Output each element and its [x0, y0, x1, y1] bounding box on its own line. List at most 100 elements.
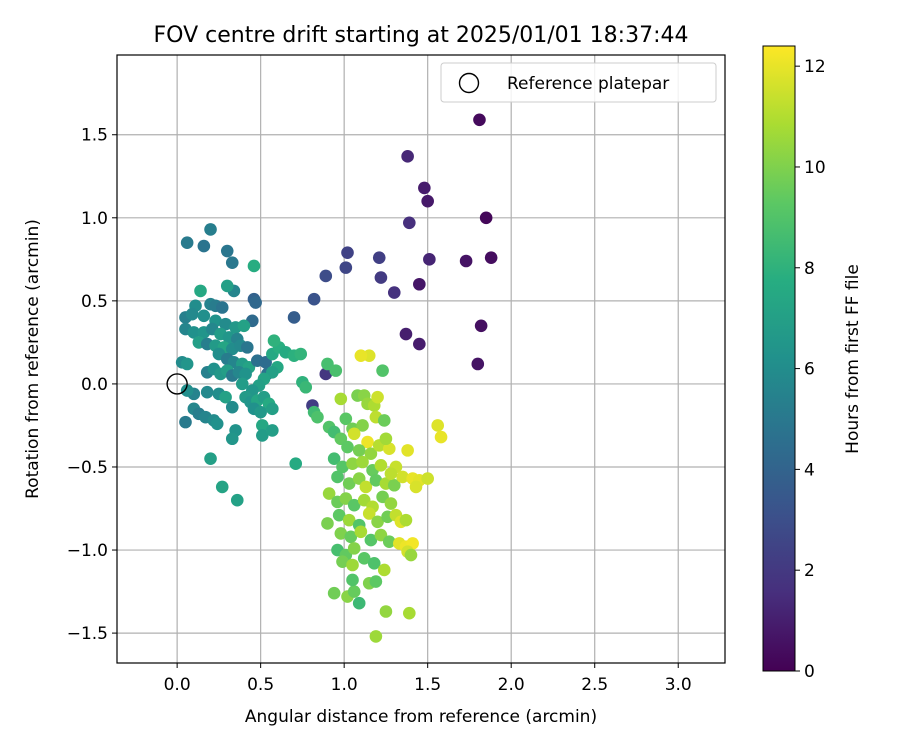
data-point — [357, 552, 371, 565]
data-point — [204, 223, 217, 236]
data-point — [220, 244, 234, 258]
y-axis-ticks: −1.5 −1.0 −0.5 0.0 0.5 1.0 1.5 — [67, 126, 117, 644]
data-point — [403, 216, 416, 230]
data-point — [346, 558, 359, 572]
data-point — [396, 470, 409, 484]
data-point — [371, 390, 384, 404]
colorbar-label: Hours from first FF file — [843, 264, 863, 454]
x-tick-label: 0.0 — [164, 675, 191, 695]
legend-reference-marker — [458, 72, 480, 94]
data-point — [401, 150, 414, 163]
y-tick-label: −0.5 — [67, 458, 108, 478]
data-point — [354, 525, 368, 539]
data-point — [197, 239, 211, 253]
data-point — [294, 347, 308, 361]
data-point — [372, 251, 386, 264]
data-point — [376, 364, 389, 377]
data-point — [413, 277, 426, 291]
data-point — [179, 415, 192, 429]
data-point — [413, 337, 426, 351]
data-point — [185, 307, 199, 321]
data-point — [354, 349, 368, 362]
data-point — [339, 261, 353, 274]
y-tick-label: −1.5 — [67, 624, 108, 644]
data-point — [364, 447, 378, 460]
data-point — [287, 311, 301, 324]
x-axis-ticks: 0.0 0.5 1.0 1.5 2.0 2.5 3.0 — [164, 663, 692, 695]
data-point — [377, 414, 391, 427]
y-tick-label: 1.0 — [81, 209, 108, 229]
data-point — [347, 542, 361, 555]
data-point — [339, 412, 353, 426]
data-point — [331, 470, 344, 484]
data-point — [359, 480, 373, 494]
data-point — [382, 535, 396, 549]
data-point — [299, 380, 313, 394]
data-point — [347, 498, 361, 512]
data-point — [240, 341, 254, 354]
data-point — [327, 452, 341, 465]
data-point — [319, 269, 333, 283]
data-point — [403, 606, 416, 620]
data-point — [352, 444, 366, 457]
data-point — [399, 327, 413, 341]
x-tick-label: 1.0 — [331, 675, 358, 695]
data-point — [421, 472, 434, 485]
data-point — [225, 432, 239, 446]
data-point — [329, 364, 343, 377]
data-point — [361, 435, 374, 449]
data-point — [369, 575, 383, 588]
data-point — [322, 487, 336, 500]
data-point — [387, 286, 401, 299]
data-point — [459, 254, 473, 268]
data-point — [180, 357, 194, 371]
data-point — [254, 405, 267, 419]
legend: Reference platepar — [440, 62, 717, 103]
data-point — [256, 429, 269, 442]
data-point — [484, 251, 498, 264]
y-tick-label: 0.0 — [81, 375, 108, 395]
data-point — [409, 480, 423, 494]
data-point — [327, 586, 341, 600]
data-point — [239, 367, 252, 381]
data-point — [334, 527, 348, 540]
data-point — [220, 279, 234, 293]
data-point — [423, 253, 436, 266]
y-tick-label: 1.5 — [81, 126, 108, 146]
data-point — [194, 284, 207, 298]
data-point — [321, 517, 334, 530]
data-point — [225, 400, 239, 414]
data-point — [307, 292, 321, 306]
data-point — [371, 515, 384, 529]
x-axis-label: Angular distance from reference (arcmin) — [245, 707, 597, 727]
data-point — [379, 605, 393, 618]
data-point — [249, 296, 262, 309]
x-tick-label: 2.5 — [581, 675, 608, 695]
data-point — [379, 432, 393, 446]
data-point — [319, 367, 333, 381]
data-point — [247, 259, 261, 273]
colorbar-tick-label: 8 — [804, 259, 815, 279]
data-point — [342, 513, 356, 527]
data-point — [336, 460, 349, 474]
data-point — [235, 377, 249, 391]
reference-point-marker — [166, 373, 188, 395]
data-point — [311, 410, 324, 424]
data-point — [384, 467, 398, 480]
x-tick-label: 3.0 — [665, 675, 692, 695]
scatter-points — [166, 113, 498, 643]
data-point — [474, 319, 488, 333]
colorbar: 0 2 4 6 8 10 12 Hours from first FF file — [762, 45, 863, 682]
data-point — [215, 301, 229, 314]
y-axis-label: Rotation from reference (arcmin) — [23, 219, 43, 499]
data-point — [401, 444, 414, 457]
data-point — [473, 113, 486, 127]
data-point — [237, 319, 251, 333]
data-point — [180, 236, 194, 250]
data-point — [332, 508, 346, 522]
data-point — [374, 271, 388, 284]
data-point — [382, 442, 396, 456]
data-point — [187, 326, 201, 339]
data-point — [266, 402, 279, 416]
